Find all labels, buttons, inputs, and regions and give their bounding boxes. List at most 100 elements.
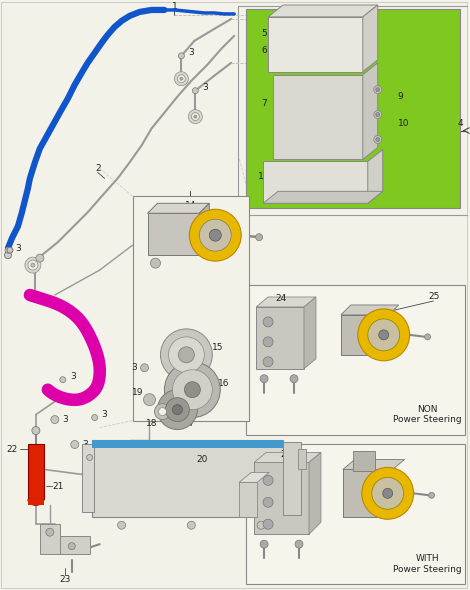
Circle shape [180,77,183,80]
Circle shape [191,113,199,120]
Polygon shape [268,5,378,17]
Polygon shape [256,297,316,307]
Bar [341,315,389,355]
Text: 3: 3 [62,415,68,424]
Circle shape [379,330,389,340]
Bar [298,450,306,470]
Circle shape [168,337,204,373]
Circle shape [263,357,273,367]
Circle shape [376,137,380,142]
Circle shape [118,521,125,529]
Circle shape [174,72,188,86]
Polygon shape [363,63,378,159]
Circle shape [28,260,38,270]
Polygon shape [368,149,383,204]
Text: 3: 3 [203,83,208,92]
Circle shape [60,377,66,383]
Text: 24: 24 [275,294,287,303]
Text: 14: 14 [185,201,196,210]
Circle shape [194,115,197,118]
Text: 3: 3 [70,372,76,381]
Circle shape [160,329,212,381]
Circle shape [374,136,382,143]
Circle shape [260,375,268,383]
Circle shape [165,398,189,422]
Bar [92,440,283,448]
Text: 20: 20 [196,455,208,464]
Circle shape [172,405,182,415]
Circle shape [92,415,98,421]
Text: 3: 3 [132,363,137,372]
Bar [268,17,363,72]
Circle shape [25,257,41,273]
Circle shape [164,362,220,418]
Circle shape [199,219,231,251]
Circle shape [424,334,431,340]
Text: 10: 10 [398,119,409,128]
Text: 8: 8 [335,126,341,135]
Circle shape [376,113,380,117]
Bar [343,470,393,517]
Text: 1: 1 [172,2,177,11]
Text: 13: 13 [92,350,103,359]
Bar [60,536,90,554]
Bar [246,9,461,208]
Bar [239,483,257,517]
Text: WITH
Power Steering: WITH Power Steering [393,555,462,574]
Polygon shape [239,473,269,483]
Text: 22: 22 [6,445,17,454]
Text: 25: 25 [428,293,439,301]
Circle shape [31,263,35,267]
Bar [263,162,368,204]
Circle shape [263,476,273,486]
Text: 23: 23 [59,575,70,584]
Circle shape [158,408,166,415]
Text: 11: 11 [258,172,270,181]
Text: 16: 16 [218,379,229,388]
Bar [256,307,304,369]
Bar [148,213,199,255]
Circle shape [374,110,382,119]
Circle shape [177,75,185,83]
Circle shape [209,230,221,241]
Circle shape [7,247,13,253]
Circle shape [143,394,156,406]
Circle shape [46,528,54,536]
Text: 3: 3 [97,450,102,459]
Circle shape [150,258,160,268]
Bar [28,444,44,499]
Circle shape [429,492,435,499]
Text: 3: 3 [188,48,194,57]
Text: 5: 5 [261,30,267,38]
Circle shape [188,521,196,529]
Circle shape [263,337,273,347]
Bar [283,441,301,515]
Polygon shape [363,5,378,72]
Circle shape [256,234,263,241]
Polygon shape [309,453,321,534]
Text: 6: 6 [261,47,267,55]
Circle shape [263,497,273,507]
Bar [28,499,44,505]
Circle shape [192,88,198,94]
Circle shape [184,382,200,398]
Circle shape [141,364,149,372]
Circle shape [376,88,380,91]
Bar [246,285,465,434]
Circle shape [36,254,44,262]
Bar [238,6,469,215]
Text: 26: 26 [281,450,292,459]
Circle shape [32,427,40,434]
Text: 19: 19 [132,388,143,397]
Circle shape [263,519,273,529]
Text: 7: 7 [261,99,267,108]
Circle shape [358,309,410,360]
Bar [92,440,283,517]
Text: 9: 9 [398,92,404,101]
Circle shape [368,319,400,351]
Circle shape [189,209,241,261]
Polygon shape [199,204,209,255]
Bar [40,525,60,554]
Text: NON
Power Steering: NON Power Steering [393,405,462,424]
Text: 18: 18 [146,419,157,428]
